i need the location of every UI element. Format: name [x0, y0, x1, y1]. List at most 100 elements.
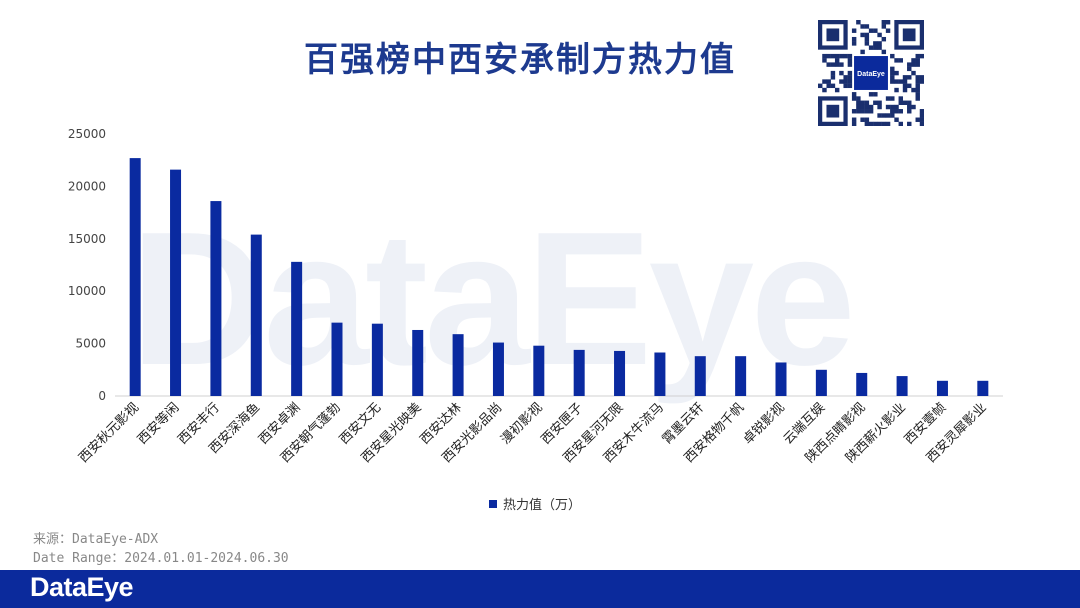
qr-module: [885, 20, 891, 25]
qr-module: [890, 104, 895, 110]
qr-module: [915, 58, 920, 63]
qr-module: [902, 87, 908, 93]
qr-module: [890, 70, 895, 76]
qr-module: [885, 113, 891, 118]
qr-module: [907, 75, 912, 80]
qr-module: [877, 32, 882, 38]
qr-module: [860, 32, 865, 38]
qr-module: [915, 87, 920, 93]
qr-module: [907, 100, 912, 105]
y-tick-label: 10000: [68, 284, 106, 298]
qr-module: [919, 53, 924, 59]
qr-module: [881, 113, 887, 118]
qr-module: [851, 36, 857, 42]
qr-module: [919, 75, 924, 80]
qr-module: [890, 75, 895, 80]
qr-module: [847, 79, 853, 84]
qr-module: [822, 87, 827, 93]
qr-module: [890, 53, 895, 59]
qr-module: [860, 117, 865, 122]
qr-module: [847, 62, 853, 67]
qr-module: [915, 79, 920, 84]
qr-finder-core: [826, 28, 840, 42]
qr-module: [898, 79, 903, 84]
qr-module: [919, 113, 924, 118]
qr-module: [864, 104, 870, 110]
qr-module: [881, 24, 887, 29]
qr-module: [881, 121, 887, 126]
qr-module: [856, 104, 861, 110]
y-tick-label: 15000: [68, 232, 106, 246]
bar: [210, 201, 222, 396]
qr-module: [890, 79, 895, 84]
qr-module: [907, 83, 912, 89]
qr-module: [868, 92, 874, 97]
qr-module: [864, 109, 870, 114]
legend-swatch: [489, 499, 497, 508]
qr-module: [881, 20, 887, 25]
bar: [533, 345, 545, 396]
qr-module: [864, 100, 870, 105]
qr-module: [864, 41, 870, 46]
qr-module: [868, 45, 874, 50]
qr-module: [830, 75, 836, 80]
qr-module: [873, 100, 878, 105]
bar: [694, 356, 706, 396]
qr-module: [890, 113, 895, 118]
qr-module: [830, 70, 836, 76]
qr-module: [915, 53, 920, 59]
qr-module: [851, 41, 857, 46]
qr-module: [898, 58, 903, 63]
qr-module: [885, 96, 891, 101]
qr-module: [902, 75, 908, 80]
qr-module: [864, 36, 870, 42]
qr-module: [860, 109, 865, 114]
qr-module: [822, 53, 827, 59]
qr-module: [877, 100, 882, 105]
qr-module: [885, 28, 891, 33]
bar: [896, 376, 908, 396]
qr-module: [864, 24, 870, 29]
bar: [735, 356, 747, 396]
bar: [936, 380, 948, 396]
qr-module: [856, 96, 861, 101]
qr-module: [830, 62, 836, 67]
qr-module: [860, 100, 865, 105]
qr-module: [907, 109, 912, 114]
y-tick-label: 0: [98, 389, 106, 403]
qr-module: [856, 20, 861, 25]
qr-module: [839, 62, 844, 67]
qr-module: [834, 62, 840, 67]
qr-module: [919, 109, 924, 114]
bar: [291, 261, 303, 396]
bar: [775, 362, 787, 396]
bar: [371, 323, 383, 396]
qr-module: [860, 104, 865, 110]
y-tick-label: 5000: [75, 337, 106, 351]
qr-module: [843, 75, 848, 80]
x-tick-label: 西安等闲: [134, 400, 182, 448]
qr-module: [873, 121, 878, 126]
qr-module: [902, 100, 908, 105]
qr-module: [868, 104, 874, 110]
qr-module: [868, 109, 874, 114]
qr-module: [894, 70, 899, 76]
qr-module: [830, 83, 836, 89]
qr-module: [902, 83, 908, 89]
qr-module: [834, 53, 840, 59]
qr-module: [856, 100, 861, 105]
footer-bar: DataEye: [0, 570, 1080, 608]
qr-module: [894, 104, 899, 110]
qr-module: [826, 53, 831, 59]
qr-module: [907, 104, 912, 110]
qr-module: [894, 58, 899, 63]
qr-module: [907, 62, 912, 67]
qr-module: [911, 87, 916, 93]
qr-module: [877, 41, 882, 46]
source-line: 来源：DataEye-ADX: [33, 532, 159, 547]
x-tick-label: 卓锐影视: [740, 400, 787, 447]
y-tick-label: 25000: [68, 127, 106, 141]
qr-module: [915, 92, 920, 97]
qr-module: [894, 109, 899, 114]
qr-module: [890, 96, 895, 101]
